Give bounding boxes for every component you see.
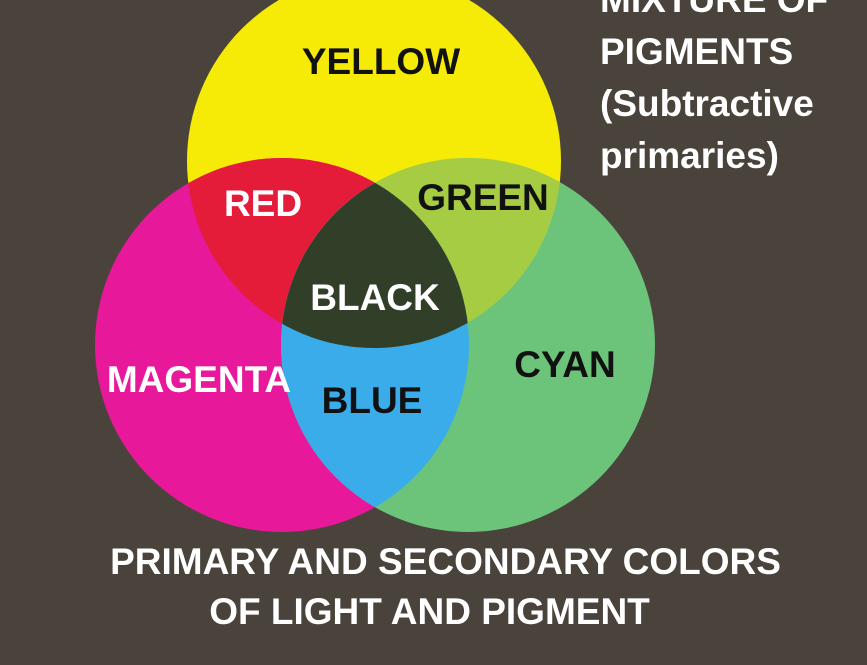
diagram-title: MIXTURE OF PIGMENTS (Subtractive primari… <box>600 0 828 182</box>
black-label: BLACK <box>310 277 440 318</box>
blue-label: BLUE <box>322 380 423 421</box>
diagram-title-line: primaries) <box>600 135 779 176</box>
cyan-label: CYAN <box>514 344 615 385</box>
red-label: RED <box>224 183 302 224</box>
yellow-label: YELLOW <box>302 41 460 82</box>
diagram-caption-line-2: OF LIGHT AND PIGMENT <box>209 591 650 632</box>
diagram-title-line: (Subtractive <box>600 83 814 124</box>
magenta-label: MAGENTA <box>107 359 291 400</box>
diagram-caption-line-1: PRIMARY AND SECONDARY COLORS <box>110 541 781 582</box>
diagram-title-line: PIGMENTS <box>600 31 794 72</box>
green-label: GREEN <box>417 177 549 218</box>
diagram-title-line: MIXTURE OF <box>600 0 828 26</box>
